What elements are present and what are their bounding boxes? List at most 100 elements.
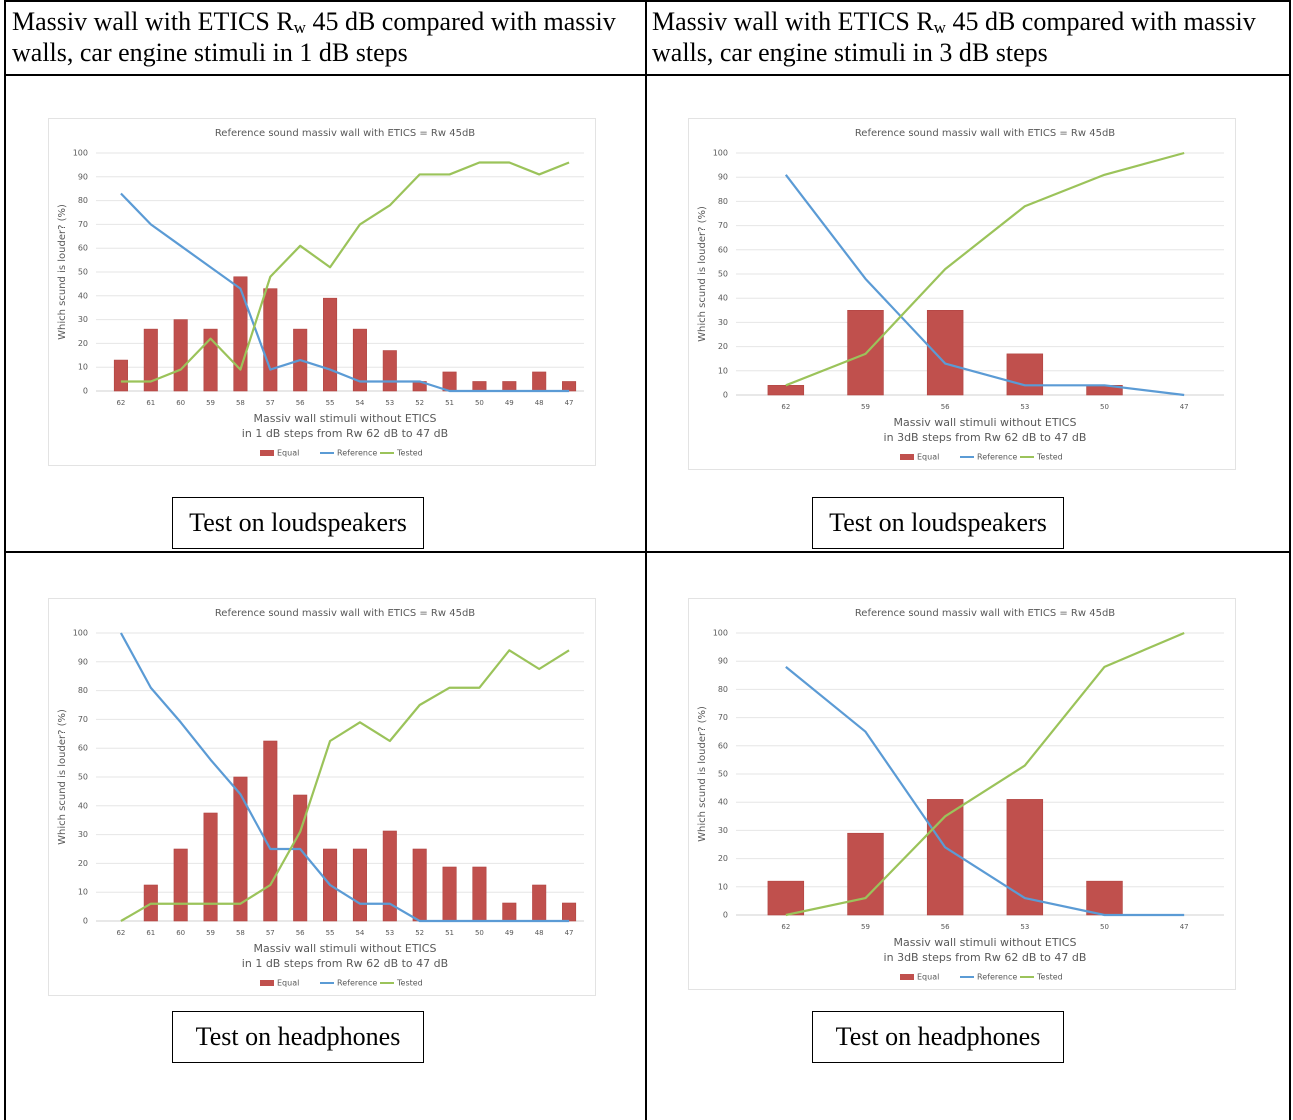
bar — [926, 310, 964, 396]
x-tick-label: 50 — [1100, 403, 1109, 411]
legend-swatch — [900, 974, 914, 980]
y-axis-label: Which scund is louder? (%) — [57, 204, 68, 340]
bar — [203, 328, 218, 392]
y-tick-label: 80 — [78, 686, 88, 695]
y-tick-label: 90 — [718, 657, 728, 666]
y-tick-label: 0 — [723, 391, 728, 400]
y-tick-label: 50 — [78, 268, 88, 277]
y-tick-label: 40 — [718, 294, 728, 303]
y-tick-label: 20 — [718, 854, 728, 863]
y-axis-label: Which scund is louder? (%) — [697, 206, 708, 342]
y-tick-label: 0 — [723, 911, 728, 920]
x-tick-label: 51 — [445, 399, 454, 407]
bar — [532, 371, 547, 392]
bar — [412, 848, 427, 922]
x-tick-label: 53 — [385, 929, 394, 937]
x-tick-label: 60 — [176, 929, 185, 937]
table-border — [4, 0, 6, 1120]
y-tick-label: 20 — [718, 342, 728, 351]
y-axis-label: Which scund is louder? (%) — [57, 709, 68, 845]
y-tick-label: 90 — [78, 172, 88, 181]
table-border — [4, 551, 1291, 553]
x-tick-label: 47 — [565, 399, 574, 407]
bar — [847, 832, 884, 916]
x-axis-label: in 3dB steps from Rw 62 dB to 47 dB — [884, 951, 1087, 964]
x-tick-label: 62 — [116, 929, 125, 937]
line — [120, 192, 570, 393]
y-tick-label: 60 — [78, 244, 88, 253]
y-tick-label: 80 — [718, 685, 728, 694]
bar — [767, 385, 805, 396]
x-axis-label: in 3dB steps from Rw 62 dB to 47 dB — [884, 431, 1087, 444]
bar — [352, 848, 367, 922]
x-axis-label: Massiv wall stimuli without ETICS — [894, 416, 1077, 429]
y-tick-label: 80 — [78, 196, 88, 205]
y-axis-label: Which scund is louder? (%) — [697, 706, 708, 842]
chart: Reference sound massiv wall with ETICS =… — [48, 598, 596, 996]
y-tick-label: 100 — [713, 149, 728, 158]
bar — [293, 794, 308, 922]
y-tick-label: 30 — [78, 315, 88, 324]
bar — [1006, 799, 1044, 916]
x-tick-label: 55 — [326, 399, 335, 407]
chart: Reference sound massiv wall with ETICS =… — [688, 598, 1236, 990]
bar — [1086, 880, 1123, 916]
bar — [532, 884, 547, 922]
x-tick-label: 47 — [565, 929, 574, 937]
line — [785, 665, 1185, 917]
legend-label: Reference — [337, 449, 377, 458]
x-tick-label: 54 — [355, 399, 364, 407]
chart-title: Reference sound massiv wall with ETICS =… — [215, 608, 475, 619]
bar — [233, 276, 248, 392]
x-tick-label: 56 — [941, 923, 950, 931]
x-tick-label: 62 — [781, 403, 790, 411]
x-tick-label: 50 — [475, 399, 484, 407]
y-tick-label: 10 — [718, 882, 728, 891]
x-tick-label: 54 — [355, 929, 364, 937]
legend-label: Tested — [396, 979, 423, 988]
y-tick-label: 20 — [78, 859, 88, 868]
y-tick-label: 0 — [83, 917, 88, 926]
line — [785, 631, 1185, 917]
bar — [472, 866, 487, 922]
y-tick-label: 70 — [78, 220, 88, 229]
y-tick-label: 50 — [718, 270, 728, 279]
line — [785, 151, 1185, 387]
line — [120, 649, 570, 922]
x-tick-label: 62 — [116, 399, 125, 407]
table-border — [1289, 0, 1291, 1120]
bar — [1006, 353, 1044, 396]
y-tick-label: 0 — [83, 387, 88, 396]
x-axis-label: Massiv wall stimuli without ETICS — [254, 942, 437, 955]
y-tick-label: 60 — [718, 245, 728, 254]
legend-label: Reference — [977, 973, 1017, 982]
caption: Test on headphones — [812, 1011, 1064, 1063]
caption: Test on loudspeakers — [812, 497, 1064, 549]
y-tick-label: 10 — [78, 363, 88, 372]
y-tick-label: 40 — [78, 801, 88, 810]
bar — [382, 350, 397, 392]
bar — [502, 902, 517, 922]
table-border — [4, 74, 1291, 76]
bar — [926, 799, 964, 916]
x-tick-label: 56 — [941, 403, 950, 411]
x-tick-label: 59 — [206, 929, 215, 937]
bar — [562, 902, 577, 922]
y-tick-label: 100 — [73, 629, 88, 638]
bar — [472, 381, 487, 392]
y-tick-label: 80 — [718, 197, 728, 206]
x-tick-label: 50 — [1100, 923, 1109, 931]
caption: Test on loudspeakers — [172, 497, 424, 549]
x-tick-label: 53 — [1020, 403, 1029, 411]
legend-label: Reference — [977, 453, 1017, 462]
x-tick-label: 47 — [1180, 923, 1189, 931]
bar — [113, 359, 128, 392]
bar — [173, 848, 188, 922]
legend-swatch — [900, 454, 914, 460]
legend-label: Tested — [1036, 453, 1063, 462]
y-tick-label: 20 — [78, 339, 88, 348]
legend-label: Equal — [917, 973, 939, 982]
bar — [173, 319, 188, 392]
line — [120, 161, 570, 383]
